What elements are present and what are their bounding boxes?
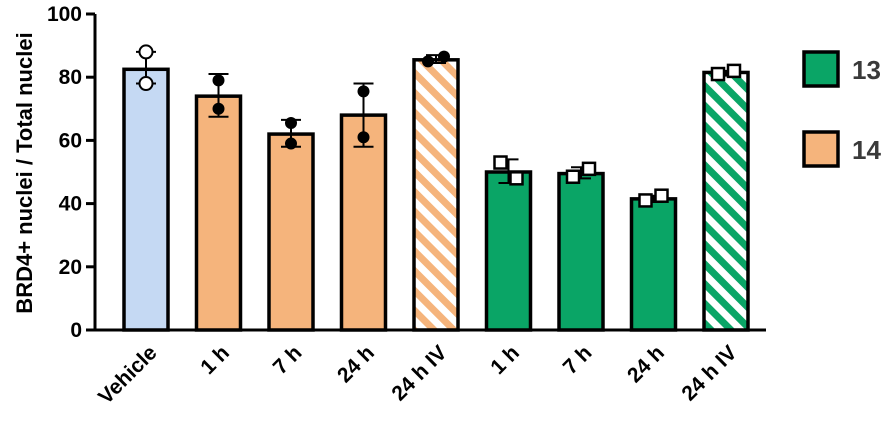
x-tick-label: 24 h <box>623 341 669 387</box>
data-point <box>285 137 297 150</box>
x-tick-label: 24 h <box>333 341 379 387</box>
bar[interactable] <box>339 113 388 332</box>
data-point <box>212 102 225 115</box>
y-tick-label: 60 <box>59 129 82 152</box>
x-tick-label: 7 h <box>269 341 307 379</box>
bar[interactable] <box>267 132 315 332</box>
data-point <box>422 55 434 68</box>
data-point <box>285 117 297 130</box>
data-point <box>509 171 524 186</box>
y-axis-label: BRD4+ nuclei / Total nuclei <box>12 32 37 313</box>
data-point <box>212 74 225 87</box>
legend: 13 14 <box>802 50 881 168</box>
y-tick-label: 100 <box>47 3 82 26</box>
x-tick-label: Vehicle <box>94 341 161 408</box>
data-point <box>581 161 597 177</box>
legend-label: 13 <box>852 55 881 85</box>
bar[interactable] <box>194 94 243 332</box>
y-tick-label: 20 <box>59 256 82 279</box>
data-point <box>357 85 370 98</box>
y-tick-label: 0 <box>70 319 82 342</box>
data-point <box>138 76 154 92</box>
data-point <box>138 44 154 60</box>
legend-swatch <box>802 130 840 168</box>
x-tick-label: 1 h <box>196 341 234 379</box>
bar[interactable] <box>122 67 170 332</box>
bar[interactable] <box>702 70 750 332</box>
data-point <box>654 188 669 203</box>
legend-label: 14 <box>852 135 881 165</box>
x-tick-label: 1 h <box>486 341 524 379</box>
data-point <box>638 193 653 208</box>
data-point <box>357 131 370 144</box>
data-point <box>493 155 508 170</box>
x-tick-label: 24 h IV <box>387 341 451 405</box>
legend-swatch <box>802 50 840 88</box>
y-tick-label: 40 <box>59 193 82 216</box>
data-point <box>565 169 581 184</box>
data-point <box>438 50 450 63</box>
data-point <box>726 63 742 79</box>
x-tick-label: 24 h IV <box>677 341 741 405</box>
data-point <box>710 66 726 82</box>
bar[interactable] <box>484 170 533 332</box>
x-tick-label: 7 h <box>559 341 597 379</box>
bar[interactable] <box>412 58 460 332</box>
y-tick-label: 80 <box>59 66 82 89</box>
bar[interactable] <box>557 171 605 332</box>
bar[interactable] <box>629 197 678 332</box>
